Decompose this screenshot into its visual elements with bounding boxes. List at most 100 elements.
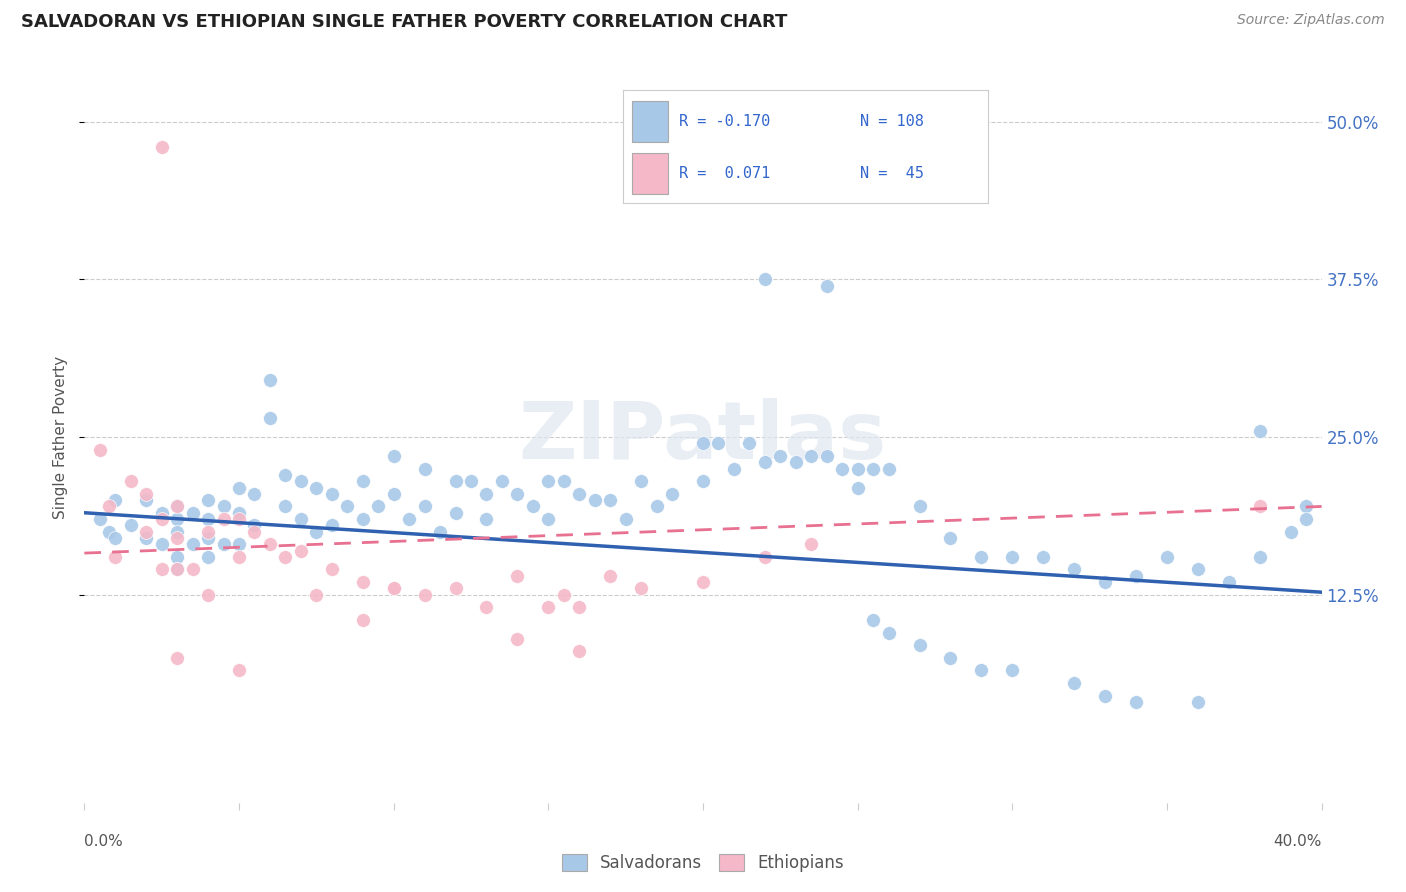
Point <box>290 512 312 526</box>
Point <box>398 512 420 526</box>
Point <box>290 543 312 558</box>
Point <box>150 562 173 576</box>
Point <box>197 512 219 526</box>
Point <box>1249 424 1271 438</box>
Point <box>769 449 792 463</box>
Point <box>228 664 250 678</box>
Point <box>754 549 776 564</box>
Point <box>506 632 529 646</box>
Point <box>614 512 637 526</box>
Point <box>181 537 204 551</box>
Point <box>259 373 281 387</box>
Point <box>831 461 853 475</box>
Point <box>537 512 560 526</box>
Point <box>738 436 761 450</box>
Point <box>305 524 328 539</box>
Point <box>785 455 807 469</box>
Point <box>166 650 188 665</box>
Point <box>212 512 235 526</box>
Point <box>104 493 127 508</box>
Point <box>352 512 374 526</box>
Point <box>800 449 823 463</box>
Point <box>599 569 621 583</box>
Legend: Salvadorans, Ethiopians: Salvadorans, Ethiopians <box>555 847 851 879</box>
Point <box>120 474 142 488</box>
Point <box>166 531 188 545</box>
Point <box>321 487 343 501</box>
Point <box>537 600 560 615</box>
Point <box>568 487 591 501</box>
Point <box>522 500 544 514</box>
Point <box>212 500 235 514</box>
Point <box>243 524 266 539</box>
Point <box>382 582 405 596</box>
Point <box>1125 569 1147 583</box>
Point <box>89 442 111 457</box>
Point <box>135 531 157 545</box>
Point <box>800 537 823 551</box>
Point <box>939 650 962 665</box>
Point <box>150 537 173 551</box>
Point <box>197 493 219 508</box>
Point <box>815 278 838 293</box>
Point <box>228 506 250 520</box>
Point <box>846 481 869 495</box>
Point <box>352 613 374 627</box>
Point <box>135 524 157 539</box>
Point <box>228 512 250 526</box>
Point <box>274 549 297 564</box>
Point <box>537 474 560 488</box>
Point <box>120 518 142 533</box>
Point <box>181 506 204 520</box>
Point <box>413 588 436 602</box>
Point <box>382 449 405 463</box>
Y-axis label: Single Father Poverty: Single Father Poverty <box>53 356 69 518</box>
Point <box>166 562 188 576</box>
Text: SALVADORAN VS ETHIOPIAN SINGLE FATHER POVERTY CORRELATION CHART: SALVADORAN VS ETHIOPIAN SINGLE FATHER PO… <box>21 13 787 31</box>
Point <box>475 487 498 501</box>
Point <box>506 569 529 583</box>
Point <box>1218 575 1240 590</box>
Point <box>754 455 776 469</box>
Point <box>104 531 127 545</box>
Point <box>1295 512 1317 526</box>
Point <box>135 487 157 501</box>
Point <box>166 524 188 539</box>
Point <box>475 512 498 526</box>
Text: Source: ZipAtlas.com: Source: ZipAtlas.com <box>1237 13 1385 28</box>
Point <box>228 481 250 495</box>
Point <box>98 500 121 514</box>
Point <box>197 588 219 602</box>
Point <box>970 664 993 678</box>
Point <box>599 493 621 508</box>
Point <box>630 582 652 596</box>
Point <box>460 474 482 488</box>
Point <box>228 549 250 564</box>
Point <box>970 549 993 564</box>
Point <box>754 272 776 286</box>
Point <box>1156 549 1178 564</box>
Point <box>150 506 173 520</box>
Point <box>274 467 297 482</box>
Point <box>553 588 575 602</box>
Point <box>166 549 188 564</box>
Point <box>1094 689 1116 703</box>
Point <box>259 537 281 551</box>
Point <box>290 474 312 488</box>
Point <box>506 487 529 501</box>
Point <box>630 474 652 488</box>
Point <box>475 600 498 615</box>
Point <box>150 512 173 526</box>
Point <box>1063 676 1085 690</box>
Point <box>150 140 173 154</box>
Point <box>1094 575 1116 590</box>
Point <box>413 500 436 514</box>
Point <box>367 500 389 514</box>
Point <box>1001 549 1024 564</box>
Point <box>352 575 374 590</box>
Point <box>862 461 884 475</box>
Point <box>166 562 188 576</box>
Point <box>692 436 714 450</box>
Point <box>908 500 931 514</box>
Point <box>382 487 405 501</box>
